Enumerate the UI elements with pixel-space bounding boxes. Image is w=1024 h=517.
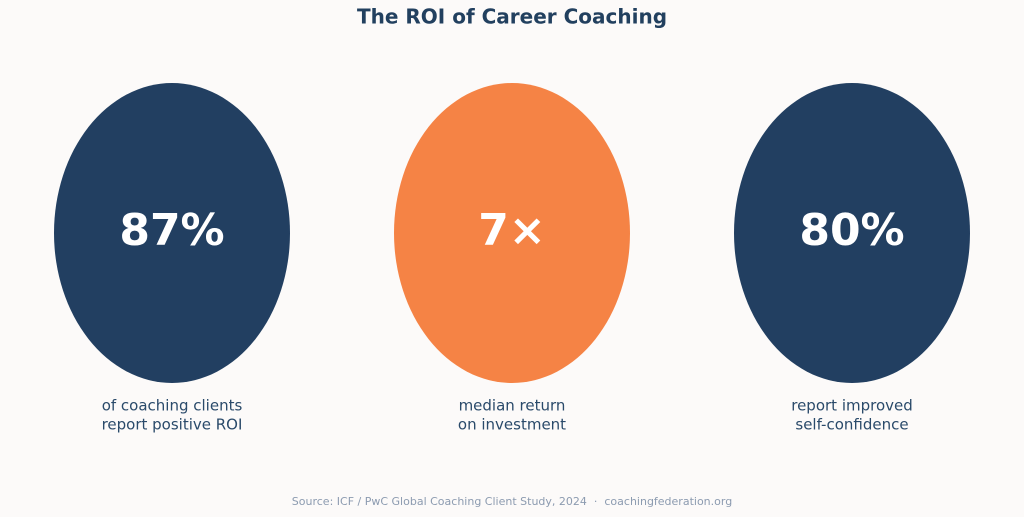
stat-label: self-confidence	[795, 416, 908, 434]
stat-label: of coaching clients	[102, 397, 243, 415]
footer: Source: ICF / PwC Global Coaching Client…	[292, 495, 732, 508]
title: The ROI of Career Coaching	[357, 5, 667, 29]
stat-value: 80%	[799, 205, 904, 256]
stat-label: report improved	[791, 397, 913, 415]
stat-value: 7×	[478, 205, 545, 256]
stat-label: on investment	[458, 416, 566, 434]
stat-label: median return	[459, 397, 566, 415]
stat-label: report positive ROI	[102, 416, 243, 434]
stat-circle	[54, 83, 290, 383]
stat-circle	[734, 83, 970, 383]
stat-value: 87%	[119, 205, 224, 256]
stat-circle	[394, 83, 630, 383]
